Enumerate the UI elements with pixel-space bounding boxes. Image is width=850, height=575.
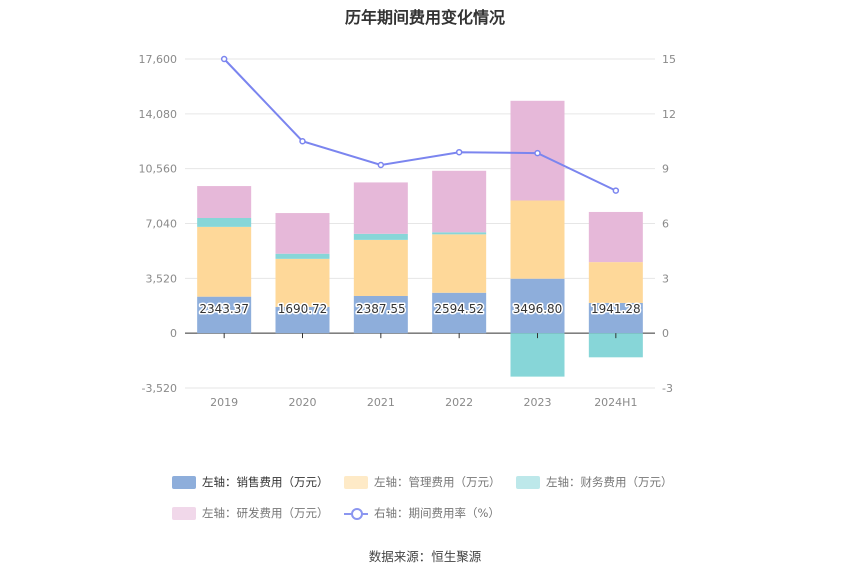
right-axis-tick-label: -3 (662, 382, 673, 395)
right-axis-tick-label: 9 (662, 163, 669, 176)
legend-swatch-management (344, 475, 368, 489)
line-point-rate (299, 138, 306, 145)
left-axis-tick-label: -3,520 (142, 382, 177, 395)
right-axis-tick-label: 15 (662, 53, 676, 66)
legend-label: 右轴：期间费用率（%） (374, 506, 500, 520)
bar-finance (432, 232, 487, 235)
bar-sales (432, 292, 487, 334)
legend-swatch-rnd (172, 506, 196, 520)
legend-item-finance[interactable]: 左轴：财务费用（万元） (516, 473, 688, 491)
line-series-rate (223, 58, 617, 192)
bar-finance (353, 233, 408, 240)
legend-swatch-sales (172, 475, 196, 489)
data-label-sales: 1941.28 (591, 302, 641, 316)
x-axis-tick-label: 2021 (367, 396, 395, 409)
legend-label: 左轴：财务费用（万元） (546, 475, 673, 489)
x-axis-tick-label: 2022 (445, 396, 473, 409)
legend-item-sales[interactable]: 左轴：销售费用（万元） (172, 473, 344, 491)
left-axis-tick-label: 17,600 (139, 53, 178, 66)
bar-management (353, 239, 408, 296)
legend-item-rnd[interactable]: 左轴：研发费用（万元） (172, 504, 344, 522)
bar-sales (510, 278, 565, 334)
right-axis-tick-label: 12 (662, 108, 676, 121)
left-axis-tick-label: 3,520 (146, 272, 178, 285)
x-axis-tick-label: 2020 (289, 396, 317, 409)
line-point-rate (455, 148, 463, 156)
x-axis-tick-label: 2019 (210, 396, 238, 409)
bar-management (197, 226, 252, 297)
left-axis-tick-label: 0 (170, 327, 177, 340)
legend-row: 左轴：研发费用（万元） 右轴：期间费用率（%） (172, 504, 692, 522)
bar-management (588, 262, 643, 303)
bar-rnd (275, 213, 330, 254)
legend-swatch-finance (516, 475, 540, 489)
left-axis-tick-label: 14,080 (139, 108, 178, 121)
chart-legend: 左轴：销售费用（万元） 左轴：管理费用（万元） 左轴：财务费用（万元） 左轴：研发费用… (172, 473, 692, 535)
bar-management (275, 258, 330, 307)
bar-finance (275, 253, 330, 259)
bar-sales (197, 296, 252, 334)
legend-row: 左轴：销售费用（万元） 左轴：管理费用（万元） 左轴：财务费用（万元） (172, 473, 692, 491)
bar-management (432, 234, 487, 293)
line-point-rate (534, 149, 541, 157)
x-axis-tick-label: 2024H1 (594, 396, 637, 409)
chart-title: 历年期间费用变化情况 (344, 8, 505, 27)
bar-sales (353, 295, 408, 334)
right-axis-tick-label: 6 (662, 218, 669, 231)
data-label-sales: 2594.52 (434, 302, 484, 316)
legend-item-management[interactable]: 左轴：管理费用（万元） (344, 473, 516, 491)
legend-item-rate[interactable]: 右轴：期间费用率（%） (344, 504, 516, 522)
right-axis-tick-label: 3 (662, 272, 669, 285)
chart-canvas: 17,600 15 14,080 12 10,560 9 7,040 6 3,520 3 0 0 -3,… (139, 53, 677, 409)
data-label-sales: 1690.72 (278, 302, 328, 316)
line-point-rate (612, 187, 620, 194)
bar-finance (510, 333, 565, 377)
left-axis-tick-label: 10,560 (139, 163, 178, 176)
data-source: 数据来源：恒生聚源 (368, 549, 482, 564)
bar-rnd (432, 170, 487, 233)
right-axis-tick-label: 0 (662, 327, 669, 340)
legend-label: 左轴：管理费用（万元） (374, 475, 501, 489)
bar-rnd (353, 182, 408, 234)
data-label-sales: 2343.37 (199, 302, 249, 316)
data-label-sales: 2387.55 (356, 302, 406, 316)
legend-swatch-rate (344, 507, 368, 520)
bar-sales (588, 302, 643, 334)
data-label-sales: 3496.80 (513, 302, 563, 316)
bar-management (510, 200, 565, 279)
left-axis-tick-label: 7,040 (146, 218, 178, 231)
bar-rnd (588, 211, 643, 263)
bar-finance (197, 217, 252, 227)
legend-label: 左轴：销售费用（万元） (202, 475, 329, 489)
bar-rnd (197, 186, 252, 218)
bar-sales (275, 306, 330, 334)
line-point-rate (377, 161, 385, 169)
line-point-rate (220, 55, 228, 63)
legend-label: 左轴：研发费用（万元） (202, 506, 329, 520)
x-axis-tick-label: 2023 (524, 396, 552, 409)
